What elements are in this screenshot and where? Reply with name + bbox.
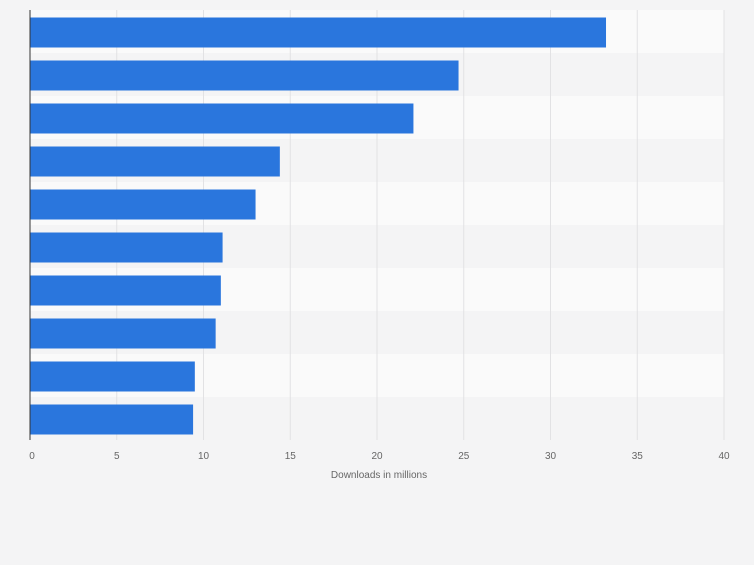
bar[interactable]: [30, 60, 459, 91]
bar[interactable]: [30, 404, 194, 435]
x-tick-label: 25: [458, 451, 470, 462]
x-tick-labels: 0 5 10 15 20 25 30 35 40: [29, 451, 730, 462]
x-tick-label: 5: [114, 451, 120, 462]
bar[interactable]: [30, 275, 221, 306]
bar[interactable]: [30, 189, 256, 220]
x-tick-label: 35: [632, 451, 644, 462]
bar[interactable]: [30, 232, 223, 263]
bar[interactable]: [30, 17, 607, 48]
bar[interactable]: [30, 146, 280, 177]
bar[interactable]: [30, 318, 216, 349]
x-tick-label: 10: [198, 451, 210, 462]
bars: [30, 17, 607, 435]
x-tick-label: 40: [718, 451, 730, 462]
x-tick-label: 15: [285, 451, 297, 462]
x-tick-label: 30: [545, 451, 557, 462]
bar[interactable]: [30, 361, 195, 392]
x-axis-label: Downloads in millions: [331, 470, 427, 481]
x-tick-label: 20: [371, 451, 383, 462]
bar[interactable]: [30, 103, 414, 134]
x-tick-label: 0: [29, 451, 35, 462]
